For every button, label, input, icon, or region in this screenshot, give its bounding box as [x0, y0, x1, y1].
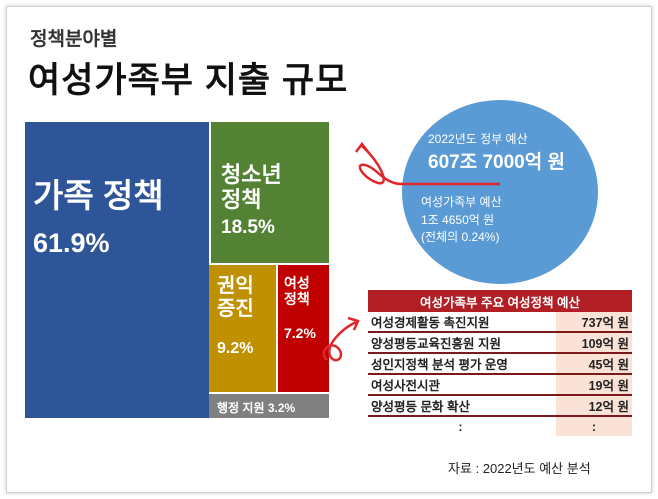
table-header: 여성가족부 주요 여성정책 예산 [368, 290, 632, 312]
table-row: 여성경제활동 촉진지원 737억 원 [368, 312, 632, 333]
row-name: 양성평등 문화 확산 [368, 395, 556, 417]
policy-budget-table: 여성가족부 주요 여성정책 예산 여성경제활동 촉진지원 737억 원 양성평등교… [368, 290, 632, 436]
cell-value: 3.2% [267, 401, 296, 415]
cell-name: 권익 증진 [217, 275, 254, 320]
gov-budget-label: 2022년도 정부 예산 [428, 132, 528, 146]
row-name: 여성경제활동 촉진지원 [368, 312, 556, 333]
row-name: 양성평등교육진흥원 지원 [368, 332, 556, 354]
cell-value: 9.2% [217, 340, 254, 357]
cell-rights: 권익 증진 9.2% [209, 265, 276, 392]
row-name: 여성사전시관 [368, 374, 556, 396]
source-note: 자료 : 2022년도 예산 분석 [448, 461, 591, 476]
page-title: 여성가족부 지출 규모 [28, 61, 349, 100]
cell-youth: 청소년 정책 18.5% [211, 122, 329, 263]
row-value: 19억 원 [556, 374, 632, 396]
subtitle: 정책분야별 [30, 29, 118, 50]
table-row: 여성사전시관 19억 원 [368, 374, 632, 396]
frame [6, 6, 652, 493]
row-value: 12억 원 [556, 395, 632, 417]
budget-circle [402, 100, 598, 284]
cell-family: 가족 정책 61.9% [25, 122, 209, 418]
cell-value: 7.2% [284, 325, 316, 341]
cell-name: 가족 정책 [33, 177, 164, 214]
cell-value: 18.5% [221, 217, 275, 238]
arrow-to-table [322, 320, 357, 362]
table-row: 양성평등 문화 확산 12억 원 [368, 395, 632, 417]
row-value: : [556, 416, 632, 436]
table-row: 양성평등교육진흥원 지원 109억 원 [368, 332, 632, 354]
row-value: 737억 원 [556, 312, 632, 333]
gov-budget-value: 607조 7000억 원 [428, 152, 565, 173]
cell-name: 청소년 정책 [221, 162, 282, 213]
cell-admin: 행정 지원 3.2% [209, 394, 329, 418]
table-row: 성인지정책 분석 평가 운영 45억 원 [368, 353, 632, 375]
row-name: : [458, 419, 463, 434]
table-row: :: [368, 416, 632, 436]
row-value: 45억 원 [556, 353, 632, 375]
cell-value: 61.9% [33, 228, 110, 258]
cell-name: 행정 지원 [217, 401, 265, 415]
row-value: 109억 원 [556, 332, 632, 354]
mogef-budget-label: 여성가족부 예산 [421, 195, 502, 209]
cell-women: 여성 정책 7.2% [278, 265, 329, 392]
arrow-to-circle [358, 145, 500, 186]
mogef-budget-value: 1조 4650억 원 [421, 213, 495, 227]
mogef-share: (전체의 0.24%) [421, 230, 500, 244]
row-name: 성인지정책 분석 평가 운영 [368, 353, 556, 375]
cell-name: 여성 정책 [284, 275, 310, 308]
